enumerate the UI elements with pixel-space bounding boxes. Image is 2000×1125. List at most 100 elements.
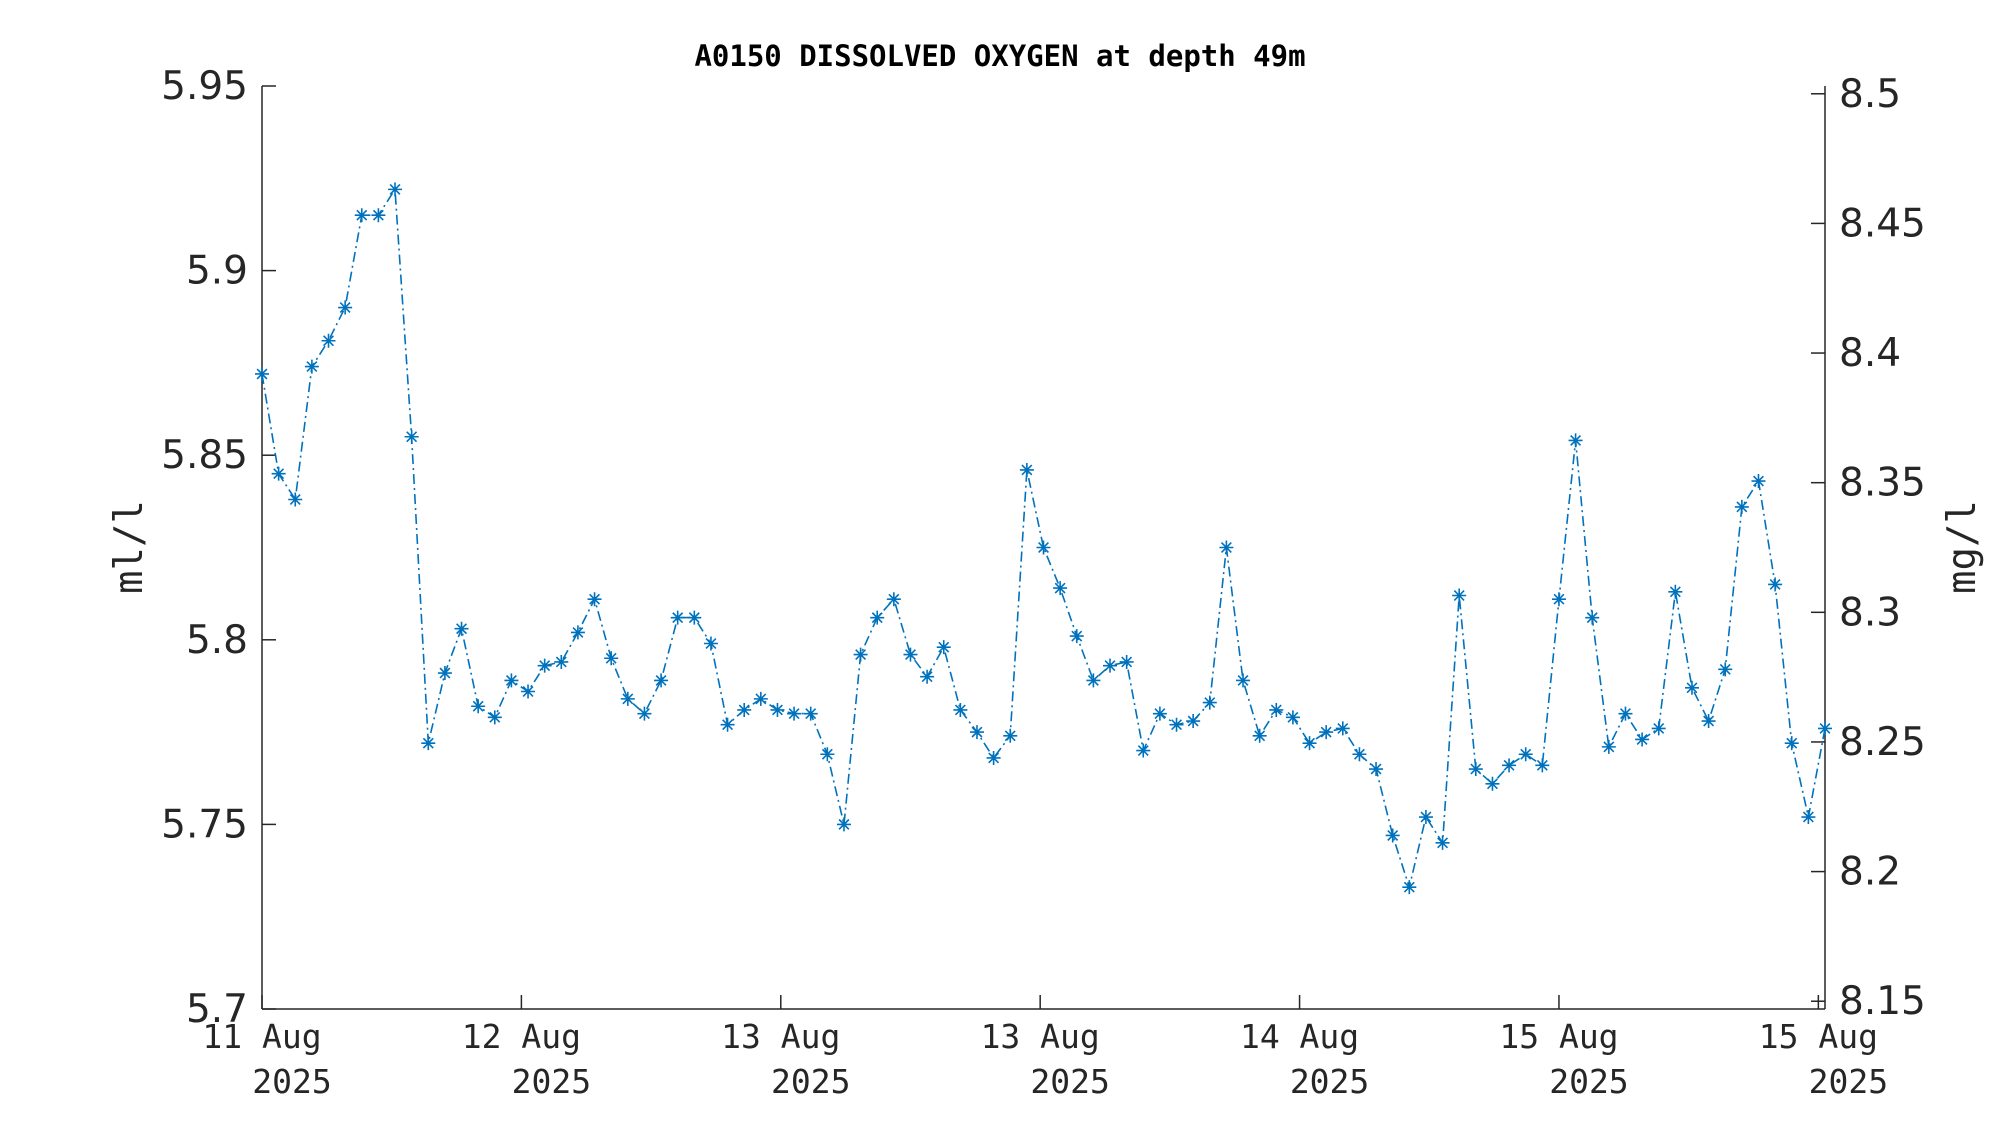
data-point (770, 702, 785, 717)
data-point (920, 669, 935, 684)
right-y-axis-label: mg/l (1940, 500, 1985, 594)
data-point (404, 429, 419, 444)
plot-axes (261, 86, 1826, 1010)
data-point (1518, 747, 1533, 762)
data-point (1452, 588, 1467, 603)
data-point (1186, 714, 1201, 729)
right-y-tick-label: 8.3 (1839, 590, 1901, 635)
data-point (703, 636, 718, 651)
data-point (986, 750, 1001, 765)
right-y-tick-label: 8.5 (1839, 72, 1901, 117)
data-point (587, 592, 602, 607)
data-point (1684, 680, 1699, 695)
data-point (886, 592, 901, 607)
plot-area (255, 182, 1832, 895)
left-y-ticks: 5.7 5.75 5.8 5.85 5.9 5.95 (161, 64, 276, 1032)
x-tick-label-year: 2025 (1549, 1062, 1628, 1101)
data-point (338, 300, 353, 315)
data-point (1734, 499, 1749, 514)
data-point (1136, 743, 1151, 758)
data-point (471, 699, 486, 714)
data-point (570, 625, 585, 640)
data-point (1069, 629, 1084, 644)
data-point (620, 691, 635, 706)
data-point (1086, 673, 1101, 688)
data-point (1319, 725, 1334, 740)
data-point (388, 182, 403, 197)
data-point (554, 654, 569, 669)
data-point (271, 466, 286, 481)
right-y-tick-label: 8.2 (1839, 850, 1901, 895)
right-y-tick-label: 8.45 (1839, 201, 1926, 246)
x-ticks: 11 Aug 2025 12 Aug 2025 13 Aug 2025 13 Aug 2025… (202, 995, 1888, 1101)
x-tick-label-date: 13 Aug (721, 1017, 840, 1056)
data-point (1568, 433, 1583, 448)
data-point (1585, 610, 1600, 625)
data-point (720, 717, 735, 732)
data-point (504, 673, 519, 688)
data-point (1019, 462, 1034, 477)
data-point (753, 691, 768, 706)
series-line (261, 186, 1826, 891)
left-y-tick-label: 5.85 (161, 433, 248, 478)
data-point (437, 666, 452, 681)
data-point (637, 706, 652, 721)
data-point (1152, 706, 1167, 721)
data-point (1202, 695, 1217, 710)
data-point (288, 492, 303, 507)
data-point (521, 684, 536, 699)
data-point (1352, 747, 1367, 762)
right-y-tick-label: 8.35 (1839, 461, 1926, 506)
data-point (354, 208, 369, 223)
data-point (1618, 706, 1633, 721)
x-tick-label-date: 15 Aug (1499, 1017, 1618, 1056)
data-point (1818, 721, 1832, 736)
data-point (1601, 739, 1616, 754)
data-point (670, 610, 685, 625)
right-y-ticks: 8.15 8.2 8.25 8.3 8.35 8.4 8.45 8.5 (1811, 72, 1926, 1024)
left-y-axis-label: ml/l (107, 500, 152, 594)
data-point (454, 621, 469, 636)
data-point (1485, 776, 1500, 791)
data-point (1468, 762, 1483, 777)
right-y-tick-label: 8.15 (1839, 979, 1926, 1024)
data-point (304, 359, 319, 374)
x-tick-label-year: 2025 (1030, 1062, 1109, 1101)
data-point (1418, 810, 1433, 825)
right-y-tick-label: 8.4 (1839, 331, 1901, 376)
data-point (1801, 810, 1816, 825)
data-point (1252, 728, 1267, 743)
data-point (1751, 474, 1766, 489)
data-point (1269, 702, 1284, 717)
data-point (1701, 714, 1716, 729)
x-tick-label-date: 14 Aug (1240, 1017, 1359, 1056)
data-point (371, 208, 386, 223)
series-markers (255, 182, 1832, 895)
data-point (1236, 673, 1251, 688)
data-point (487, 710, 502, 725)
left-y-tick-label: 5.8 (186, 618, 248, 663)
data-point (1335, 721, 1350, 736)
data-point (737, 702, 752, 717)
data-point (853, 647, 868, 662)
data-point (604, 651, 619, 666)
data-point (1053, 581, 1068, 596)
data-point (1551, 592, 1566, 607)
data-point (321, 333, 336, 348)
data-point (969, 725, 984, 740)
data-point (1535, 758, 1550, 773)
right-y-tick-label: 8.25 (1839, 720, 1926, 765)
data-point (1402, 880, 1417, 895)
data-point (1668, 584, 1683, 599)
x-tick-label-date: 12 Aug (462, 1017, 581, 1056)
data-point (1502, 758, 1517, 773)
data-point (421, 736, 436, 751)
data-point (803, 706, 818, 721)
data-point (936, 640, 951, 655)
chart-title: A0150 DISSOLVED OXYGEN at depth 49m (694, 39, 1305, 73)
data-point (953, 702, 968, 717)
left-y-tick-label: 5.7 (186, 987, 248, 1032)
data-point (903, 647, 918, 662)
data-point (870, 610, 885, 625)
